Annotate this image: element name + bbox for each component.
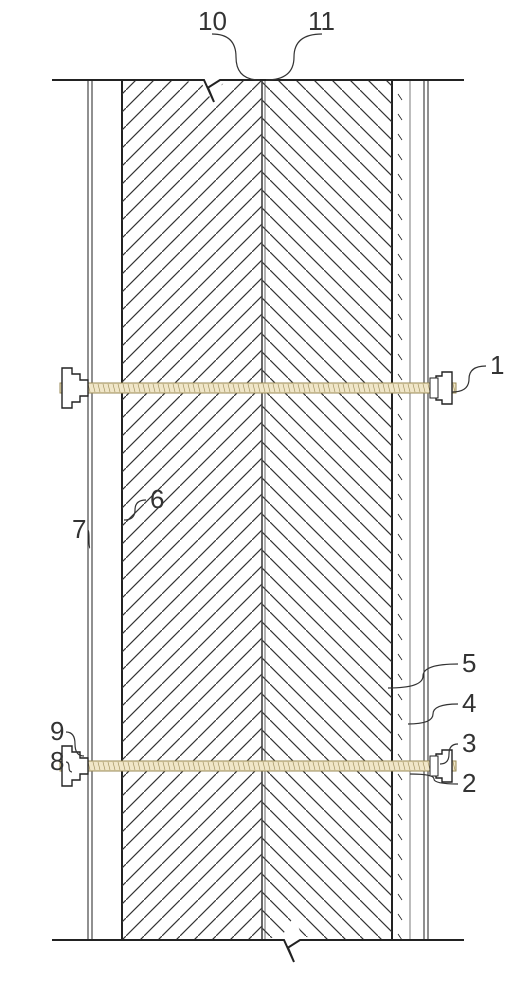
callout-6: 6 (150, 484, 164, 514)
technical-diagram: 1011167543298 (0, 0, 521, 1000)
callout-10: 10 (198, 6, 227, 36)
callout-7: 7 (72, 514, 86, 544)
callout-11: 11 (308, 6, 335, 36)
callout-9: 9 (50, 716, 64, 746)
callout-3: 3 (462, 728, 476, 758)
callout-8: 8 (50, 746, 64, 776)
callout-4: 4 (462, 688, 476, 718)
column-structure (52, 80, 464, 940)
callout-2: 2 (462, 768, 476, 798)
callout-1: 1 (490, 350, 504, 380)
callout-5: 5 (462, 648, 476, 678)
